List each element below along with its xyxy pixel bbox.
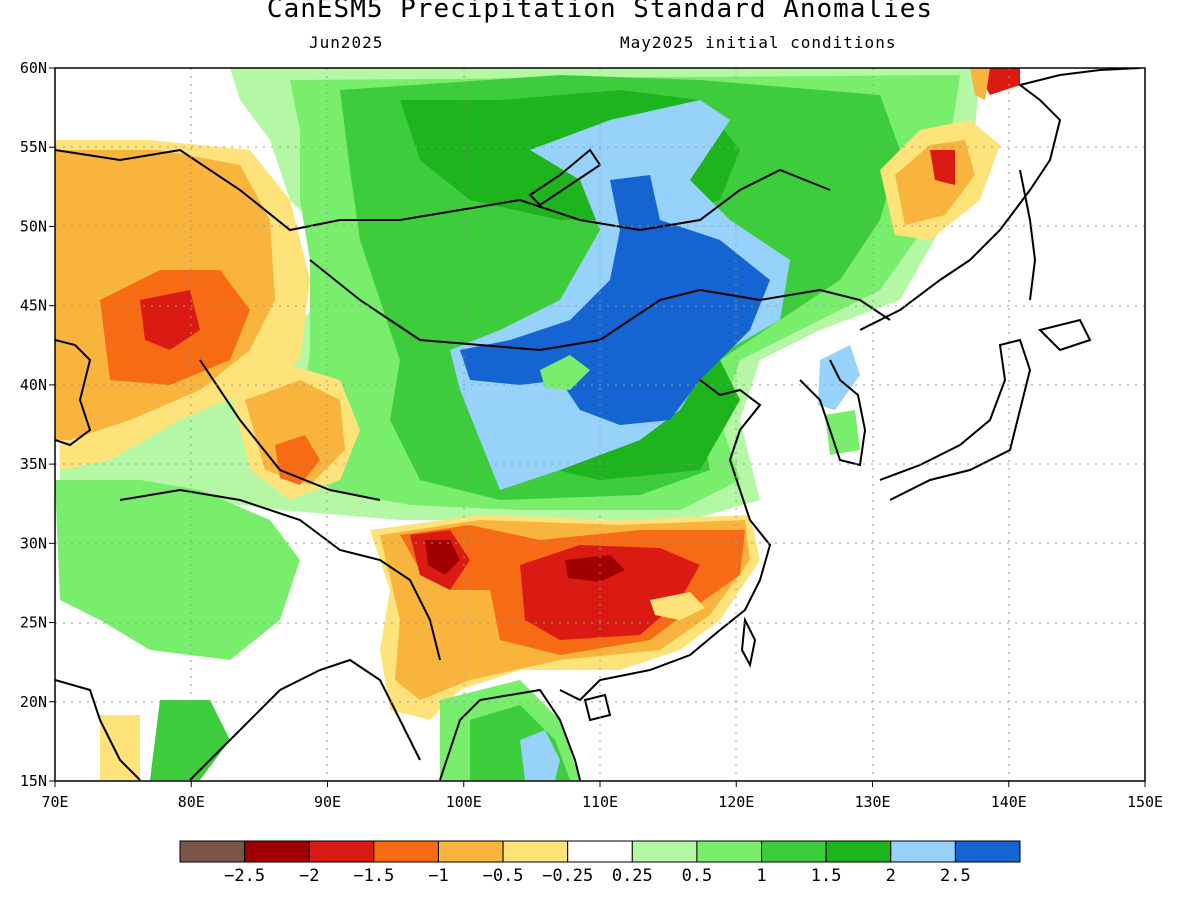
lon-tick-label: 70E bbox=[41, 793, 68, 811]
contour-2.5-indochina bbox=[520, 730, 560, 780]
japan-honshu bbox=[879, 338, 1032, 501]
colorbar-swatch bbox=[567, 840, 633, 863]
contour-neg2-sc-b bbox=[520, 545, 700, 640]
bohai-coast bbox=[699, 379, 762, 521]
colorbar-swatch bbox=[761, 840, 827, 863]
lat-tick-label: 50N bbox=[20, 217, 47, 235]
colorbar-label: −2.5 bbox=[224, 866, 265, 886]
lon-tick-label: 100E bbox=[446, 793, 482, 811]
contour-neg2.5-sc bbox=[425, 540, 460, 575]
colorbar-swatch bbox=[373, 840, 439, 863]
china-western-border bbox=[199, 359, 381, 501]
contour-2.5-dark bbox=[460, 175, 770, 425]
anomaly-field bbox=[55, 68, 1145, 781]
colorbar-swatch bbox=[179, 840, 246, 863]
contour-neg0.5-india bbox=[100, 715, 140, 780]
coastlines bbox=[55, 68, 1141, 781]
colorbar-swatch bbox=[502, 840, 569, 863]
contour-neg2-kz bbox=[140, 290, 200, 350]
lon-axis: 70E 80E 90E 100E 110E 120E 130E 140E 150E bbox=[41, 781, 1163, 811]
russia-east-coast bbox=[859, 68, 1141, 331]
lat-tick-label: 20N bbox=[20, 693, 47, 711]
lat-tick-label: 30N bbox=[20, 534, 47, 552]
colorbar-swatch bbox=[631, 840, 698, 863]
bay-of-bengal bbox=[189, 658, 421, 781]
contour-neg0.25-sc-hole bbox=[650, 592, 705, 620]
colorbar: −2.5 −2 −1.5 −1 −0.5 −0.25 0.25 0.5 1 1.5 2 2.5 bbox=[179, 840, 1021, 886]
lon-tick-label: 150E bbox=[1127, 793, 1163, 811]
lat-tick-label: 40N bbox=[20, 376, 47, 394]
gridlines bbox=[55, 68, 1145, 781]
colorbar-swatch bbox=[825, 840, 892, 863]
colorbar-label: 1 bbox=[756, 866, 766, 886]
lon-tick-label: 140E bbox=[991, 793, 1027, 811]
indochina-coast bbox=[439, 688, 581, 781]
japan-hokkaido bbox=[1038, 318, 1092, 352]
lon-tick-label: 130E bbox=[854, 793, 890, 811]
colorbar-label: 2.5 bbox=[940, 866, 971, 886]
colorbar-label: 0.5 bbox=[682, 866, 713, 886]
colorbar-label: −1.5 bbox=[353, 866, 394, 886]
sakhalin bbox=[1019, 169, 1037, 301]
lat-axis: 15N 20N 25N 30N 35N 40N 45N 50N 55N 60N bbox=[20, 59, 55, 790]
contour-neg2.5-sc-b bbox=[565, 555, 625, 582]
lat-tick-label: 15N bbox=[20, 772, 47, 790]
initial-conditions: May2025 initial conditions bbox=[620, 33, 897, 52]
hainan bbox=[583, 693, 612, 722]
colorbar-swatch bbox=[437, 840, 504, 863]
india-coast bbox=[55, 679, 141, 781]
colorbar-label: −2 bbox=[299, 866, 319, 886]
tibet-border bbox=[119, 488, 441, 661]
forecast-month: Jun2025 bbox=[309, 33, 384, 52]
lon-tick-label: 120E bbox=[718, 793, 754, 811]
colorbar-swatch bbox=[244, 840, 310, 863]
caspian-coast bbox=[55, 339, 92, 447]
colorbar-swatch bbox=[308, 840, 375, 863]
colorbar-swatch bbox=[890, 840, 956, 863]
contour-neg1-ne bbox=[970, 68, 990, 100]
lat-tick-label: 55N bbox=[20, 138, 47, 156]
colorbar-label: 0.25 bbox=[612, 866, 653, 886]
korea-coast bbox=[799, 359, 867, 467]
map-title: CanESM5 Precipitation Standard Anomalies bbox=[266, 0, 934, 24]
contour-0.5-india bbox=[55, 480, 300, 660]
lon-tick-label: 110E bbox=[582, 793, 618, 811]
lon-tick-label: 90E bbox=[314, 793, 341, 811]
colorbar-label: 1.5 bbox=[811, 866, 842, 886]
taiwan bbox=[740, 616, 757, 668]
china-coast bbox=[559, 519, 772, 702]
lat-tick-label: 35N bbox=[20, 455, 47, 473]
lon-tick-label: 80E bbox=[178, 793, 205, 811]
mongolia-china-border bbox=[309, 259, 891, 352]
colorbar-swatch bbox=[696, 840, 763, 863]
colorbar-label: 2 bbox=[886, 866, 896, 886]
colorbar-label: −0.5 bbox=[483, 866, 524, 886]
kazakhstan-mongolia-border bbox=[55, 148, 831, 232]
lat-tick-label: 45N bbox=[20, 297, 47, 315]
contour-neg1.5-rfe bbox=[930, 150, 955, 185]
colorbar-label: −1 bbox=[428, 866, 448, 886]
wet-hole-inner bbox=[540, 355, 590, 390]
lat-tick-label: 25N bbox=[20, 614, 47, 632]
colorbar-label: −0.25 bbox=[542, 866, 593, 886]
colorbar-swatch bbox=[954, 840, 1021, 863]
lat-tick-label: 60N bbox=[20, 59, 47, 77]
